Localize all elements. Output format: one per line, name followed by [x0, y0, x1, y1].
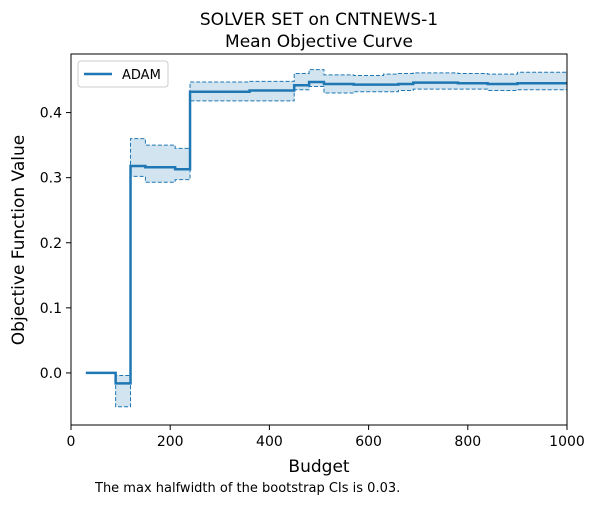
x-tick-label: 800 — [454, 434, 481, 450]
series-line-layer — [85, 80, 567, 385]
legend-box — [77, 60, 169, 88]
y-tick-label: 0.3 — [40, 171, 62, 187]
footnote: The max halfwidth of the bootstrap CIs i… — [94, 481, 400, 496]
y-tick-label: 0.0 — [40, 366, 62, 382]
chart-title: SOLVER SET on CNTNEWS-1 — [200, 10, 438, 30]
y-axis: 0.0 0.1 0.2 0.3 0.4 — [40, 106, 71, 382]
x-tick-label: 1000 — [549, 434, 585, 450]
legend: ADAM — [77, 60, 169, 88]
x-tick-label: 400 — [256, 434, 283, 450]
y-tick-label: 0.1 — [40, 301, 62, 317]
plot-frame — [70, 53, 568, 426]
ci-upper-line-0 — [85, 69, 567, 377]
confidence-band-layer — [85, 69, 567, 408]
chart-subtitle: Mean Objective Curve — [225, 32, 413, 52]
x-tick-label: 600 — [355, 434, 382, 450]
series-line-adam — [85, 80, 567, 385]
legend-label-adam: ADAM — [122, 68, 161, 83]
ci-lower-line-0 — [85, 86, 567, 408]
y-tick-label: 0.2 — [40, 236, 62, 252]
y-tick-label: 0.4 — [40, 106, 62, 122]
x-axis-label: Budget — [288, 457, 349, 477]
x-axis: 0 200 400 600 800 1000 — [67, 425, 585, 450]
y-axis-label: Objective Function Value — [9, 135, 29, 345]
x-tick-label: 0 — [67, 434, 76, 450]
x-tick-label: 200 — [157, 434, 184, 450]
